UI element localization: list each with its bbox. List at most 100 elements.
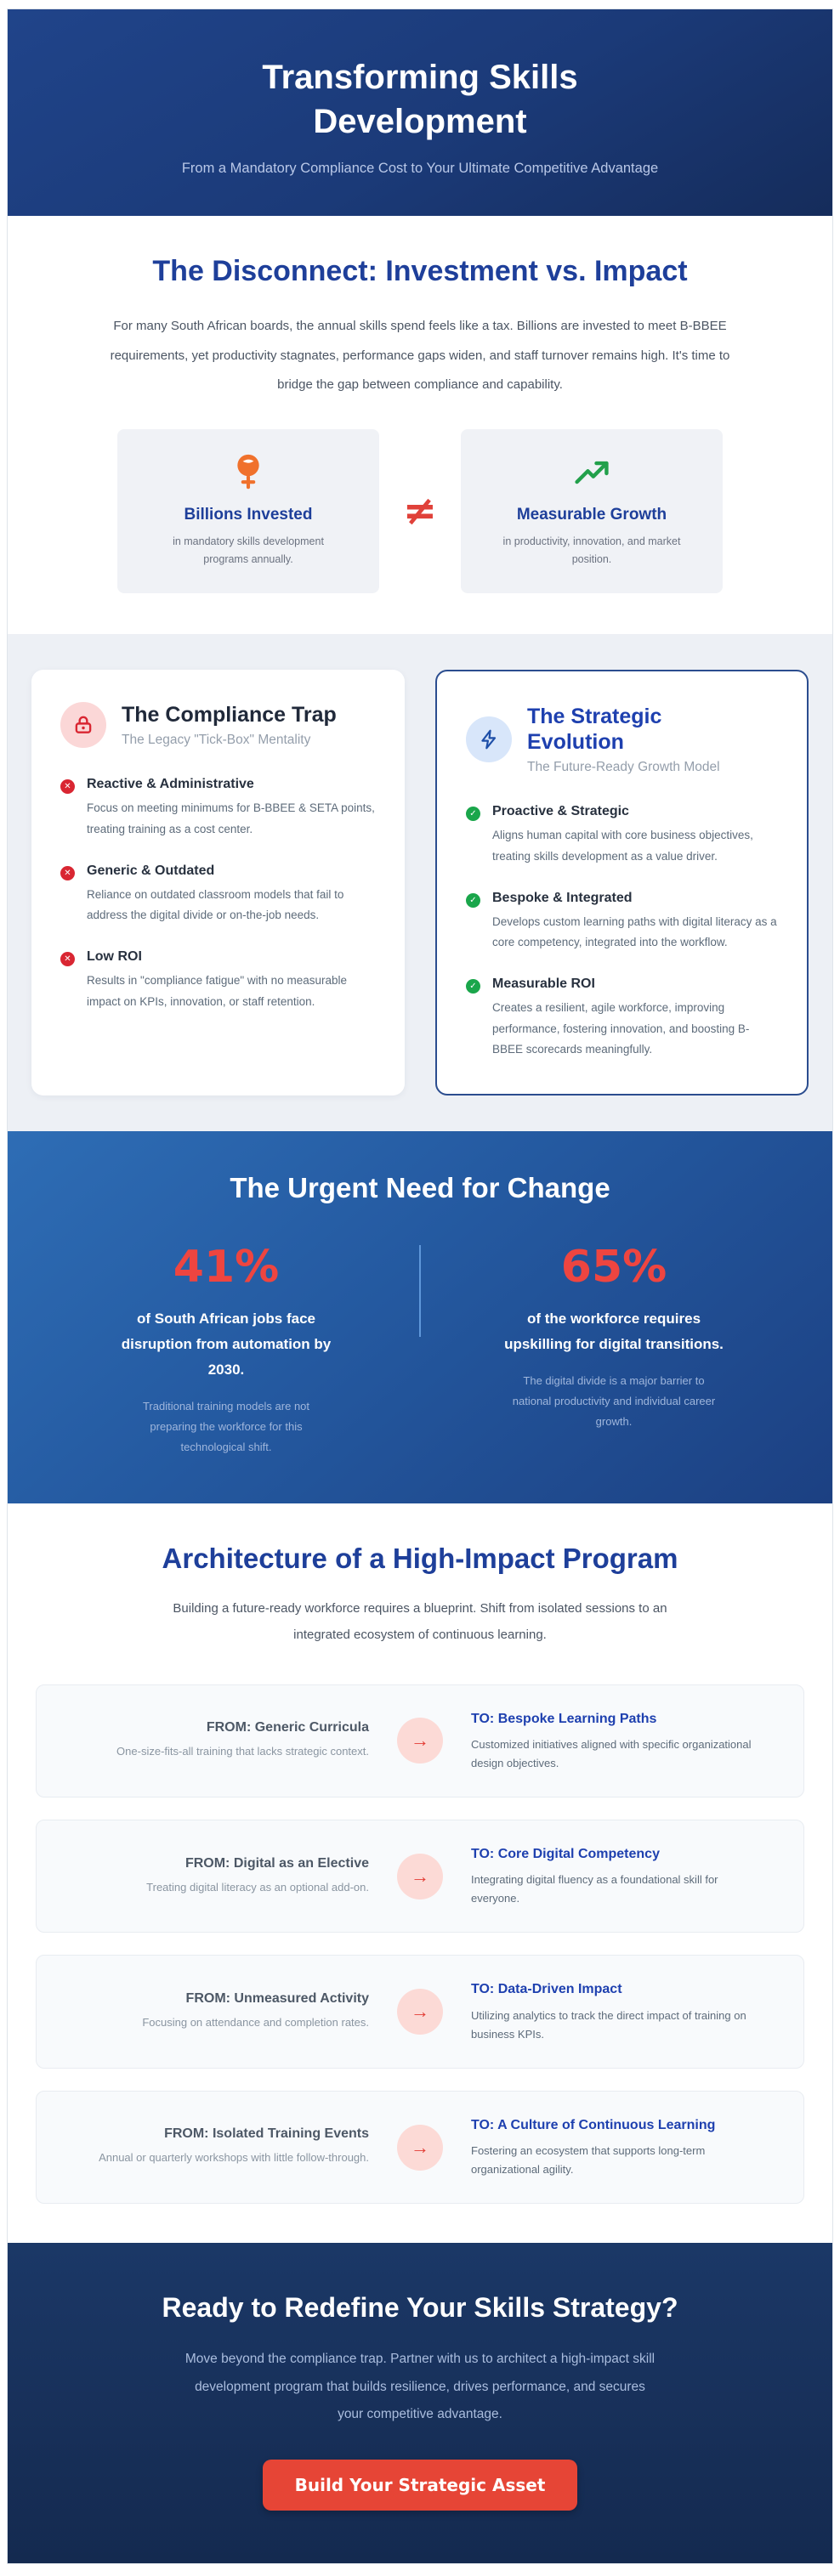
trap-item-reactive: ✕ Reactive & Administrative Focus on mee… [60, 777, 376, 840]
from-desc: One-size-fits-all training that lacks st… [116, 1745, 369, 1758]
architecture-section: Architecture of a High-Impact Program Bu… [8, 1503, 832, 2244]
stat-automation-desc: Traditional training models are not prep… [142, 1399, 310, 1453]
infographic-page: Transforming Skills Development From a M… [7, 8, 833, 2564]
investment-vs-impact-cards: Billions Invested in mandatory skills de… [33, 428, 807, 594]
strategic-evolution-title: The Strategic Evolution [527, 705, 662, 755]
from-block: FROM: Generic Curricula One-size-fits-al… [71, 1720, 369, 1761]
to-block: TO: Data-Driven Impact Utilizing analyti… [471, 1979, 769, 2043]
trap-item-desc: Focus on meeting minimums for B-BBEE & S… [87, 801, 375, 835]
from-title: FROM: Isolated Training Events [164, 2126, 369, 2142]
arrow-right-icon: → [397, 2124, 443, 2171]
build-strategic-asset-button[interactable]: Build Your Strategic Asset [263, 2459, 577, 2511]
cross-circle-icon: ✕ [60, 865, 75, 880]
arrow-right-icon: → [397, 1718, 443, 1764]
measurable-growth-title: Measurable Growth [516, 505, 667, 524]
to-block: TO: A Culture of Continuous Learning Fos… [471, 2115, 769, 2179]
page-title: Transforming Skills Development [262, 59, 578, 140]
arrow-glyph: → [411, 2136, 429, 2158]
trap-item-text: Generic & Outdated Reliance on outdated … [87, 863, 376, 926]
stat-upskilling-value: 65% [560, 1242, 667, 1294]
urgent-stats: 41% of South African jobs face disruptio… [33, 1242, 807, 1457]
shift-row-culture: FROM: Isolated Training Events Annual or… [36, 2090, 804, 2205]
evolution-item-desc: Develops custom learning paths with digi… [492, 914, 777, 949]
compliance-trap-header: The Compliance Trap The Legacy "Tick-Box… [60, 702, 376, 749]
from-block: FROM: Unmeasured Activity Focusing on at… [71, 1991, 369, 2032]
measurable-growth-card: Measurable Growth in productivity, innov… [461, 428, 723, 594]
trap-item-title: Low ROI [87, 949, 142, 965]
shift-row-curricula: FROM: Generic Curricula One-size-fits-al… [36, 1684, 804, 1798]
to-desc: Integrating digital fluency as a foundat… [471, 1873, 718, 1905]
billions-invested-title: Billions Invested [184, 505, 313, 524]
stat-upskilling-desc: The digital divide is a major barrier to… [512, 1373, 716, 1428]
shift-row-measurement: FROM: Unmeasured Activity Focusing on at… [36, 1955, 804, 2069]
arrow-right-icon: → [397, 1853, 443, 1899]
compliance-trap-card: The Compliance Trap The Legacy "Tick-Box… [31, 670, 405, 1096]
strategic-evolution-subtitle: The Future-Ready Growth Model [527, 760, 720, 775]
arrow-right-icon: → [397, 1989, 443, 2035]
trap-item-title: Reactive & Administrative [87, 777, 254, 792]
to-block: TO: Core Digital Competency Integrating … [471, 1844, 769, 1908]
trap-item-text: Low ROI Results in "compliance fatigue" … [87, 949, 376, 1012]
growth-arrow-icon [481, 451, 702, 495]
money-bag-icon [138, 451, 359, 495]
from-block: FROM: Isolated Training Events Annual or… [71, 2126, 369, 2167]
to-title: TO: Data-Driven Impact [471, 1982, 622, 1997]
evolution-item-desc: Creates a resilient, agile workforce, im… [492, 1001, 750, 1056]
trap-item-desc: Reliance on outdated classroom models th… [87, 887, 344, 922]
evolution-item-text: Proactive & Strategic Aligns human capit… [492, 804, 778, 867]
trap-item-desc: Results in "compliance fatigue" with no … [87, 974, 347, 1008]
from-desc: Annual or quarterly workshops with littl… [99, 2151, 369, 2165]
evolution-item-text: Bespoke & Integrated Develops custom lea… [492, 891, 778, 954]
arrow-glyph: → [411, 1865, 429, 1887]
disconnect-heading: The Disconnect: Investment vs. Impact [152, 255, 688, 287]
billions-invested-desc: in mandatory skills development programs… [173, 535, 324, 566]
evolution-item-title: Proactive & Strategic [492, 804, 629, 819]
arrow-glyph: → [411, 1730, 429, 1752]
from-title: FROM: Generic Curricula [206, 1720, 369, 1735]
stat-automation-bold: of South African jobs face disruption fr… [121, 1311, 332, 1378]
from-title: FROM: Digital as an Elective [184, 1855, 369, 1871]
evolution-item-proactive: ✓ Proactive & Strategic Aligns human cap… [466, 804, 778, 867]
from-desc: Treating digital literacy as an optional… [146, 1880, 369, 1894]
to-desc: Utilizing analytics to track the direct … [471, 2008, 746, 2041]
stat-upskilling-bold: of the workforce requires upskilling for… [504, 1311, 724, 1353]
arrow-glyph: → [411, 2001, 429, 2023]
to-title: TO: A Culture of Continuous Learning [471, 2117, 716, 2132]
architecture-body: Building a future-ready workforce requir… [173, 1600, 667, 1643]
shift-row-digital: FROM: Digital as an Elective Treating di… [36, 1820, 804, 1933]
compliance-trap-subtitle: The Legacy "Tick-Box" Mentality [122, 733, 311, 748]
check-circle-icon: ✓ [466, 979, 480, 994]
evolution-item-title: Bespoke & Integrated [492, 890, 633, 905]
disconnect-section: The Disconnect: Investment vs. Impact Fo… [8, 216, 832, 635]
to-desc: Customized initiatives aligned with spec… [471, 1737, 752, 1769]
trap-item-low-roi: ✕ Low ROI Results in "compliance fatigue… [60, 949, 376, 1012]
disconnect-body: For many South African boards, the annua… [110, 319, 730, 392]
measurable-growth-desc: in productivity, innovation, and market … [502, 535, 681, 566]
stats-divider [419, 1245, 421, 1338]
stat-upskilling: 65% of the workforce requires upskilling… [421, 1242, 807, 1432]
strategic-evolution-card: The Strategic Evolution The Future-Ready… [435, 670, 809, 1096]
evolution-item-bespoke: ✓ Bespoke & Integrated Develops custom l… [466, 891, 778, 954]
to-desc: Fostering an ecosystem that supports lon… [471, 2144, 706, 2177]
compare-section: The Compliance Trap The Legacy "Tick-Box… [8, 634, 832, 1132]
evolution-item-text: Measurable ROI Creates a resilient, agil… [492, 977, 778, 1060]
architecture-heading: Architecture of a High-Impact Program [162, 1542, 678, 1574]
trap-item-text: Reactive & Administrative Focus on meeti… [87, 777, 376, 840]
to-title: TO: Bespoke Learning Paths [471, 1711, 657, 1726]
not-equal-icon: ≠ [402, 487, 438, 535]
to-block: TO: Bespoke Learning Paths Customized in… [471, 1709, 769, 1773]
from-title: FROM: Unmeasured Activity [185, 1991, 369, 2007]
evolution-item-desc: Aligns human capital with core business … [492, 829, 753, 863]
check-circle-icon: ✓ [466, 807, 480, 822]
compliance-trap-title: The Compliance Trap [122, 703, 337, 728]
evolution-item-measurable-roi: ✓ Measurable ROI Creates a resilient, ag… [466, 977, 778, 1060]
strategic-evolution-header: The Strategic Evolution The Future-Ready… [466, 704, 778, 775]
evolution-item-title: Measurable ROI [492, 977, 595, 992]
trap-item-title: Generic & Outdated [87, 863, 215, 878]
strategic-evolution-titles: The Strategic Evolution The Future-Ready… [527, 704, 740, 775]
urgent-need-section: The Urgent Need for Change 41% of South … [8, 1131, 832, 1503]
to-title: TO: Core Digital Competency [471, 1847, 660, 1862]
hero-section: Transforming Skills Development From a M… [8, 9, 832, 216]
cta-heading: Ready to Redefine Your Skills Strategy? [162, 2292, 678, 2324]
page-subtitle: From a Mandatory Compliance Cost to Your… [181, 161, 659, 176]
